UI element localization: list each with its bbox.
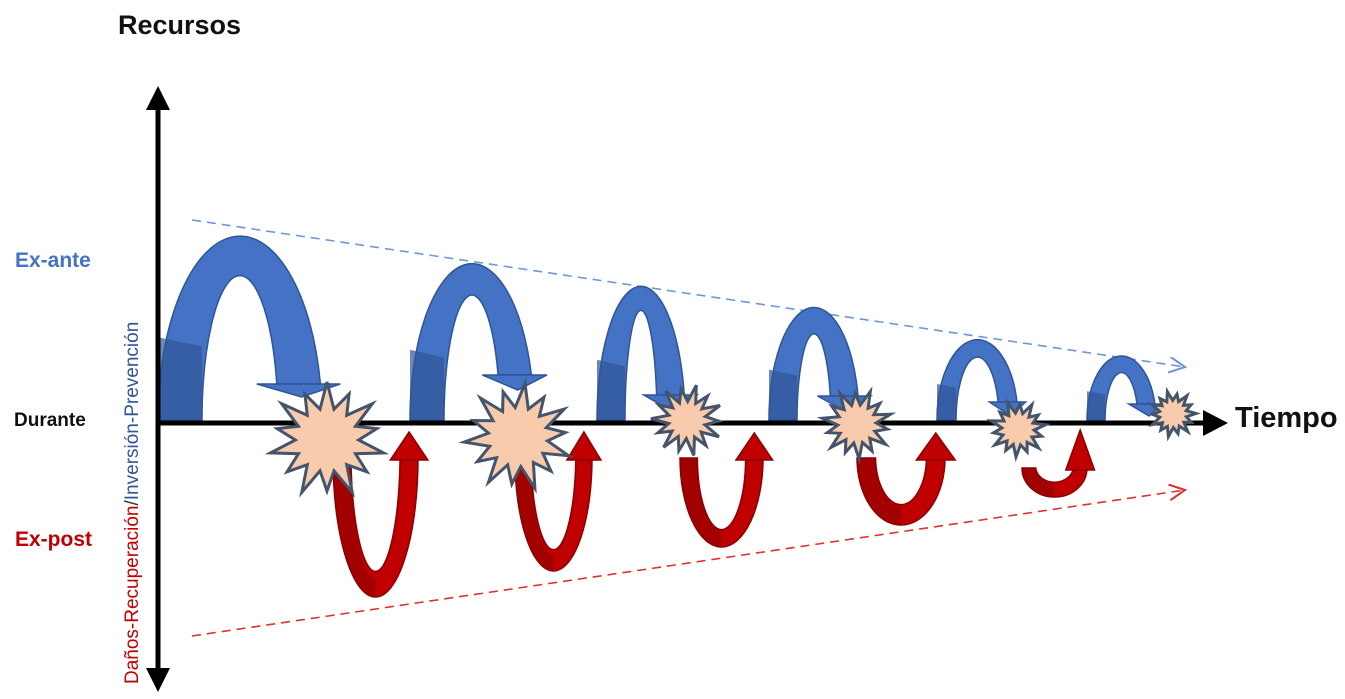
prevention-arc-shade-3 xyxy=(597,359,625,420)
prevention-arc-shade-4 xyxy=(769,369,797,420)
prevention-arrowhead-2 xyxy=(482,374,548,391)
ciclo-4 xyxy=(768,306,957,526)
ciclo-5 xyxy=(936,338,1096,498)
disaster-burst-2 xyxy=(458,377,575,494)
ex-ante-label: Ex-ante xyxy=(15,249,91,272)
x-axis-title: Tiempo xyxy=(1235,402,1338,434)
disaster-burst-5 xyxy=(986,397,1052,463)
disaster-burst-1 xyxy=(264,381,390,498)
disaster-burst-3 xyxy=(650,383,724,457)
disaster-burst-4 xyxy=(816,386,897,465)
vertical-label-investment-prevention: Inversión-Prevención xyxy=(122,321,143,501)
vertical-axis-label: Daños-Recuperación/Inversión-Prevención xyxy=(122,322,144,684)
resources-axis-arrowhead-down xyxy=(146,668,170,692)
disaster-burst-6 xyxy=(1147,386,1202,442)
ciclo-1 xyxy=(157,235,430,598)
prevention-arc-shade-5 xyxy=(937,384,956,420)
recovery-arc-shade-1 xyxy=(333,458,376,597)
disaster-bursts xyxy=(264,377,1202,498)
recovery-arc-shade-4 xyxy=(857,458,901,525)
time-axis-arrowhead xyxy=(1203,410,1228,436)
prevention-arc-shade-1 xyxy=(158,337,202,420)
recovery-arrowhead-2 xyxy=(565,430,603,461)
ciclo-6 xyxy=(1086,355,1166,421)
recovery-arrowhead-3 xyxy=(734,431,775,461)
recovery-arc-shade-5 xyxy=(1022,468,1055,497)
recovery-arrowhead-5 xyxy=(1064,427,1096,471)
recovery-arrowhead-1 xyxy=(388,430,430,461)
recovery-arc-shade-3 xyxy=(680,458,722,547)
prevention-arc-shade-2 xyxy=(410,349,444,420)
vertical-label-separator: / xyxy=(122,500,143,506)
ciclo-2 xyxy=(409,262,603,572)
recovery-arrowhead-4 xyxy=(914,431,957,461)
prevention-arrowhead-1 xyxy=(256,383,341,398)
vertical-label-damage-recovery: Daños-Recuperación xyxy=(122,505,143,685)
resources-axis-arrowhead-up xyxy=(146,86,170,110)
recovery-arc-shade-2 xyxy=(515,458,554,571)
y-axis-title: Recursos xyxy=(118,10,242,40)
ex-post-label: Ex-post xyxy=(15,528,93,551)
upper-trend-line xyxy=(191,219,1185,367)
prevention-arc-shade-6 xyxy=(1087,391,1105,420)
ciclo-3 xyxy=(596,285,775,548)
lower-trend-line xyxy=(191,490,1185,637)
durante-label: Durante xyxy=(14,410,86,431)
cycle-arrows xyxy=(157,235,1166,598)
